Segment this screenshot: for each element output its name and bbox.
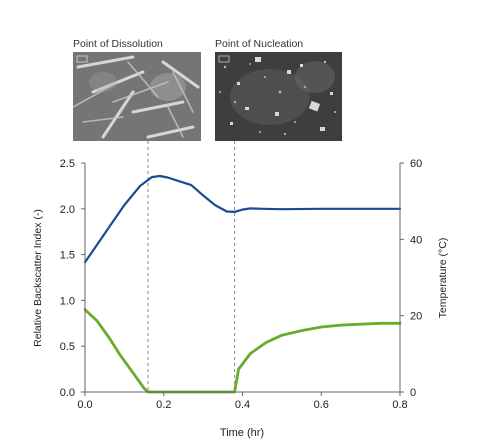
x-axis-label: Time (hr) [220, 427, 264, 439]
y-axis-right-label: Temperature (°C) [437, 238, 449, 319]
backscatter-series-line [83, 308, 402, 394]
y-left-tick-label: 2.0 [60, 204, 75, 216]
y-left-tick-label: 2.5 [60, 158, 75, 170]
y-right-tick-label: 20 [410, 311, 422, 323]
x-tick-label: 0.4 [235, 399, 250, 411]
x-tick-label: 0.2 [156, 399, 171, 411]
y-left-tick-label: 1.5 [60, 250, 75, 262]
y-axis-left-label: Relative Backscatter Index (-) [32, 209, 44, 347]
y-right-tick-label: 60 [410, 158, 422, 170]
dissolution-micrograph [73, 52, 201, 141]
y-left-tick-label: 0.0 [60, 387, 75, 399]
nucleation-micrograph [215, 52, 342, 141]
y-right-tick-label: 40 [410, 234, 422, 246]
axes: 0.0 0.2 0.4 0.6 0.8 0.0 0.5 1.0 1.5 2.0 2.5 0 20 40 60 [60, 158, 423, 411]
temperature-series-line [83, 174, 402, 264]
y-right-tick-label: 0 [410, 387, 416, 399]
series-lines [83, 174, 402, 394]
nucleation-image-label: Point of Nucleation [215, 38, 304, 50]
dissolution-image-label: Point of Dissolution [73, 38, 163, 50]
y-left-tick-label: 0.5 [60, 341, 75, 353]
y-left-tick-label: 1.0 [60, 295, 75, 307]
x-tick-label: 0.8 [392, 399, 407, 411]
event-markers [147, 141, 236, 392]
x-tick-label: 0.6 [314, 399, 329, 411]
x-tick-label: 0.0 [77, 399, 92, 411]
